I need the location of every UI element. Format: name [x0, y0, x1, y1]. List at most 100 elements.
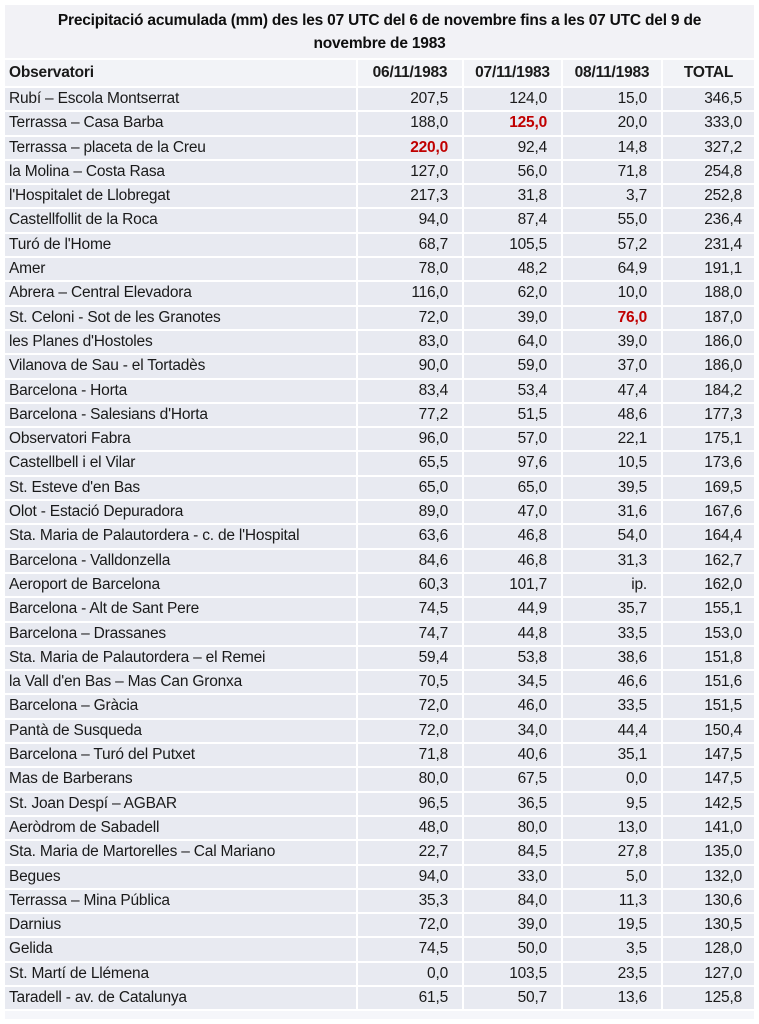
observatory-name: Terrassa – Casa Barba — [5, 112, 356, 135]
value-day3: 57,2 — [561, 233, 661, 257]
value-day1: 83,0 — [356, 330, 462, 354]
title-line-1: Precipitació acumulada (mm) des les 07 U… — [57, 12, 702, 29]
value-day3: 39,0 — [561, 330, 661, 354]
value-day2: 47,0 — [462, 501, 561, 524]
value-day1: 70,5 — [356, 671, 462, 694]
value-day3: 76,0 — [561, 306, 661, 329]
value-day3: 11,3 — [561, 889, 661, 913]
value-day1: 48,0 — [356, 816, 462, 840]
value-day2: 34,0 — [462, 719, 561, 743]
value-day1: 74,7 — [356, 622, 462, 645]
observatory-name: Sta. Maria de Martorelles – Cal Mariano — [5, 841, 356, 864]
column-header-day1: 06/11/1983 — [356, 60, 462, 86]
observatory-name: Abrera – Central Elevadora — [5, 282, 356, 305]
table-row: St. Celoni - Sot de les Granotes 72,0 39… — [5, 306, 754, 329]
observatory-name: Terrassa – placeta de la Creu — [5, 136, 356, 159]
value-total: 187,0 — [661, 306, 754, 329]
value-total: 236,4 — [661, 209, 754, 232]
value-total: 162,7 — [661, 549, 754, 572]
column-header-total: TOTAL — [661, 60, 754, 86]
table-row: Abrera – Central Elevadora 116,0 62,0 10… — [5, 282, 754, 305]
table-row: Terrassa – Mina Pública 35,3 84,0 11,3 1… — [5, 889, 754, 913]
table-row: Aeròdrom de Sabadell 48,0 80,0 13,0 141,… — [5, 816, 754, 840]
value-day2: 51,5 — [462, 403, 561, 427]
value-day1: 72,0 — [356, 306, 462, 329]
value-day2: 53,8 — [462, 646, 561, 670]
value-day2: 46,0 — [462, 695, 561, 718]
table-row: Castellbell i el Vilar 65,5 97,6 10,5 17… — [5, 452, 754, 475]
table-row: St. Martí de Llémena 0,0 103,5 23,5 127,… — [5, 962, 754, 985]
value-day1: 116,0 — [356, 282, 462, 305]
table-row: la Vall d'en Bas – Mas Can Gronxa 70,5 3… — [5, 671, 754, 694]
value-day2: 48,2 — [462, 258, 561, 281]
value-day2: 84,5 — [462, 841, 561, 864]
value-day3: 39,5 — [561, 476, 661, 500]
observatory-name: Sta. Maria de Palautordera - c. de l'Hos… — [5, 525, 356, 548]
table-row: St. Joan Despí – AGBAR 96,5 36,5 9,5 142… — [5, 792, 754, 815]
observatory-name: Castellfollit de la Roca — [5, 209, 356, 232]
value-day1: 59,4 — [356, 646, 462, 670]
value-total: 184,2 — [661, 379, 754, 402]
value-day3: 5,0 — [561, 865, 661, 888]
value-day2: 39,0 — [462, 306, 561, 329]
value-total: 135,0 — [661, 841, 754, 864]
value-total: 167,6 — [661, 501, 754, 524]
value-day1: 72,0 — [356, 719, 462, 743]
value-total: 164,4 — [661, 525, 754, 548]
value-total: 151,8 — [661, 646, 754, 670]
observatory-name: Barcelona - Salesians d'Horta — [5, 403, 356, 427]
table-row: Mas de Barberans 80,0 67,5 0,0 147,5 — [5, 768, 754, 791]
value-day3: 37,0 — [561, 355, 661, 378]
value-day1: 78,0 — [356, 258, 462, 281]
value-day3: 54,0 — [561, 525, 661, 548]
value-total: 132,0 — [661, 865, 754, 888]
observatory-name: Vilanova de Sau - el Tortadès — [5, 355, 356, 378]
value-day3: 38,6 — [561, 646, 661, 670]
observatory-name: Sta. Maria de Palautordera – el Remei — [5, 646, 356, 670]
observatory-name: Terrassa – Mina Pública — [5, 889, 356, 913]
value-day2: 59,0 — [462, 355, 561, 378]
observatory-name: Barcelona - Valldonzella — [5, 549, 356, 572]
value-day3: 13,0 — [561, 816, 661, 840]
value-day1: 60,3 — [356, 573, 462, 597]
value-day2: 56,0 — [462, 160, 561, 184]
value-day2: 46,8 — [462, 549, 561, 572]
value-day1: 74,5 — [356, 938, 462, 961]
value-total: 188,0 — [661, 282, 754, 305]
value-day2: 39,0 — [462, 914, 561, 937]
value-total: 254,8 — [661, 160, 754, 184]
table-row: Barcelona - Alt de Sant Pere 74,5 44,9 3… — [5, 598, 754, 621]
value-day1: 22,7 — [356, 841, 462, 864]
value-day2: 101,7 — [462, 573, 561, 597]
value-day1: 220,0 — [356, 136, 462, 159]
value-day3: 33,5 — [561, 695, 661, 718]
observatory-name: St. Martí de Llémena — [5, 962, 356, 985]
observatory-name: Rubí – Escola Montserrat — [5, 88, 356, 111]
value-day3: 64,9 — [561, 258, 661, 281]
value-total: 130,5 — [661, 914, 754, 937]
value-day2: 125,0 — [462, 112, 561, 135]
value-total: 333,0 — [661, 112, 754, 135]
value-total: 150,4 — [661, 719, 754, 743]
table-row: Olot - Estació Depuradora 89,0 47,0 31,6… — [5, 501, 754, 524]
table-row: Barcelona – Turó del Putxet 71,8 40,6 35… — [5, 744, 754, 767]
value-day1: 217,3 — [356, 185, 462, 208]
value-day3: 19,5 — [561, 914, 661, 937]
value-total: 141,0 — [661, 816, 754, 840]
value-day1: 94,0 — [356, 209, 462, 232]
table-row: Barcelona - Valldonzella 84,6 46,8 31,3 … — [5, 549, 754, 572]
value-day3: 48,6 — [561, 403, 661, 427]
value-total: 186,0 — [661, 330, 754, 354]
observatory-name: l'Hospitalet de Llobregat — [5, 185, 356, 208]
observatory-name: Aeròdrom de Sabadell — [5, 816, 356, 840]
value-total: 127,0 — [661, 962, 754, 985]
observatory-name: Barcelona - Alt de Sant Pere — [5, 598, 356, 621]
table-row: Begues 94,0 33,0 5,0 132,0 — [5, 865, 754, 888]
table-row: Barcelona - Horta 83,4 53,4 47,4 184,2 — [5, 379, 754, 402]
table-row: Sta. Maria de Martorelles – Cal Mariano … — [5, 841, 754, 864]
value-day2: 50,7 — [462, 986, 561, 1010]
value-total: 177,3 — [661, 403, 754, 427]
value-day1: 35,3 — [356, 889, 462, 913]
observatory-name: Turó de l'Home — [5, 233, 356, 257]
table-row: Terrassa – placeta de la Creu 220,0 92,4… — [5, 136, 754, 159]
